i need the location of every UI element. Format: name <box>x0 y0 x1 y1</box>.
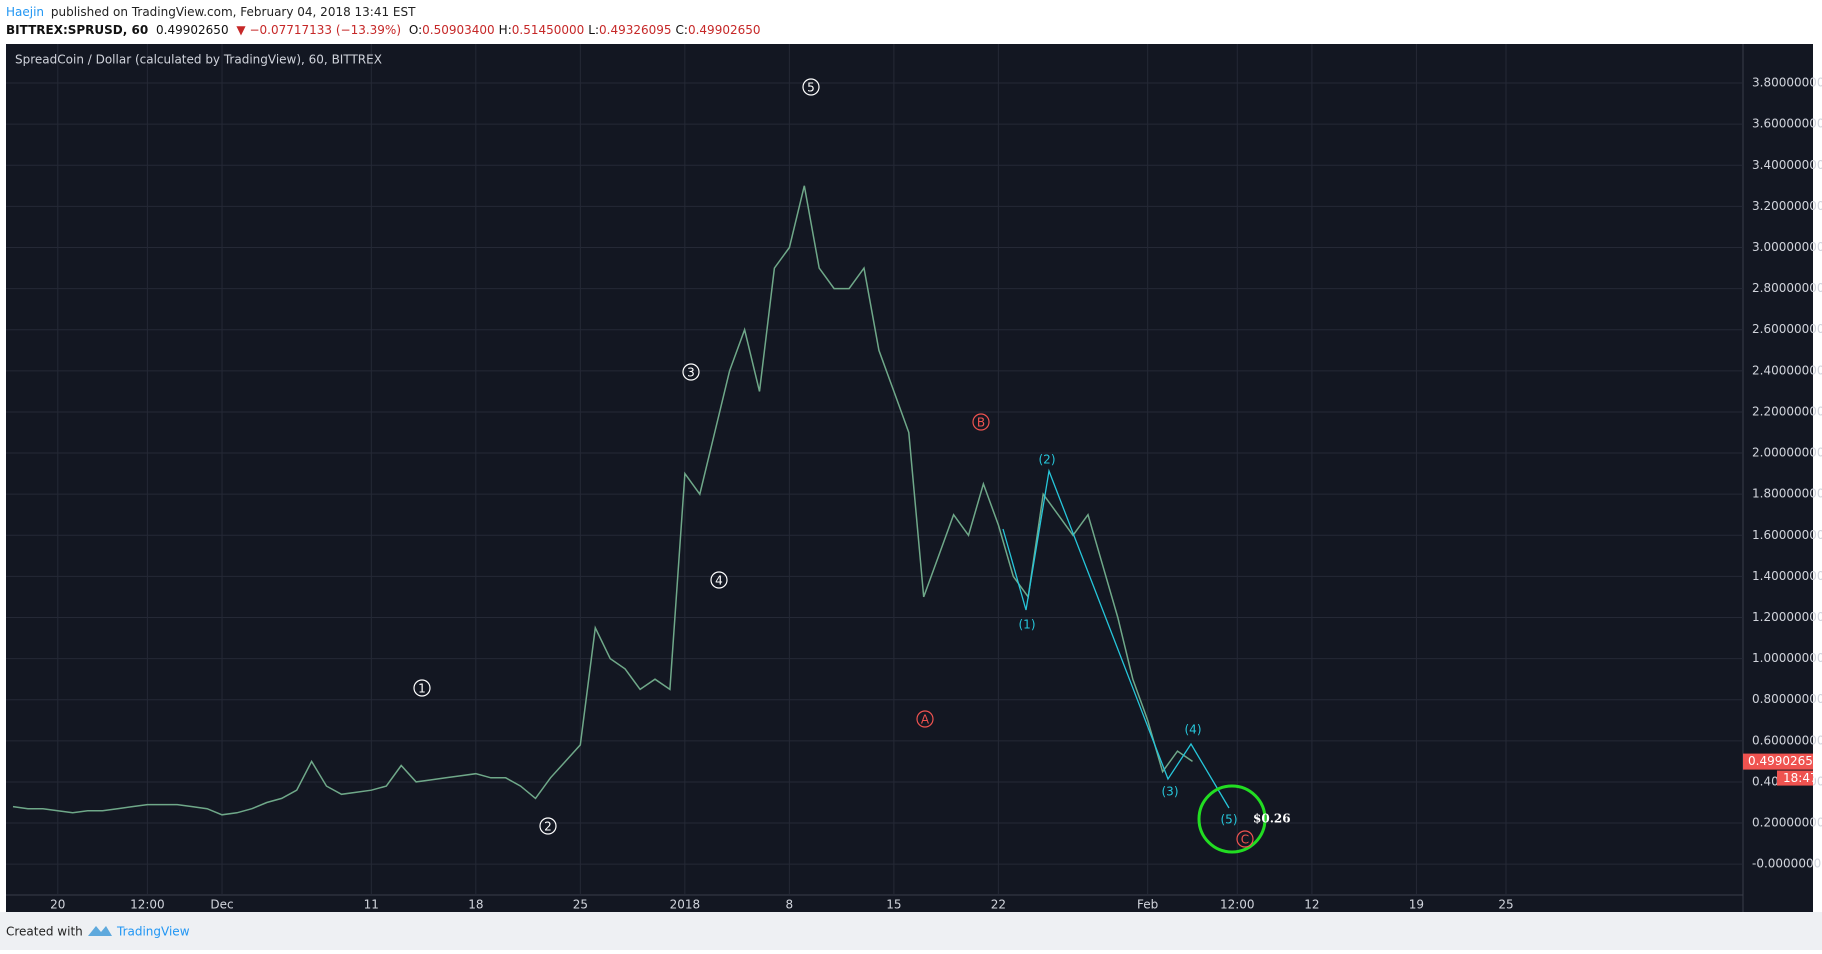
y-tick-label: 1.60000000 <box>1752 528 1822 542</box>
y-tick-label: 3.00000000 <box>1752 240 1822 254</box>
x-tick-label: 15 <box>886 898 901 912</box>
x-tick-label: 25 <box>573 898 588 912</box>
corrective-label: C <box>1241 833 1249 847</box>
wave-circle <box>802 78 820 96</box>
price-tag <box>1743 753 1813 770</box>
ohlc-value: 0.50903400 <box>422 23 495 37</box>
x-tick-label: 12:00 <box>130 898 165 912</box>
y-tick-label: 0.80000000 <box>1752 692 1822 706</box>
ohlc-label: C: <box>676 23 688 37</box>
y-tick-label: 0.60000000 <box>1752 733 1822 747</box>
corrective-label: A <box>921 713 930 727</box>
corrective-circle <box>916 710 934 728</box>
y-tick-label: 3.80000000 <box>1752 76 1822 90</box>
wave-circle <box>682 363 700 381</box>
x-tick-label: Dec <box>210 898 233 912</box>
y-tick-label: 3.20000000 <box>1752 199 1822 213</box>
x-tick-label: 19 <box>1409 898 1424 912</box>
x-tick-label: 2018 <box>670 898 701 912</box>
subwave-label: (1) <box>1019 618 1036 632</box>
corrective-circle <box>972 413 990 431</box>
wave-drawing <box>1002 468 1230 809</box>
wave-label: 2 <box>544 820 552 834</box>
countdown-box <box>1777 770 1813 786</box>
wave-circle <box>539 817 557 835</box>
wave-label: 1 <box>418 682 426 696</box>
x-tick-label: 12 <box>1304 898 1319 912</box>
symbol: BITTREX:SPRUSD, 60 <box>6 23 148 37</box>
x-tick-label: Feb <box>1137 898 1158 912</box>
ohlc-value: 0.49902650 <box>688 23 761 37</box>
y-tick-label: -0.0000000 <box>1752 857 1821 871</box>
target-circle <box>1197 784 1267 854</box>
subwave-label: (2) <box>1039 453 1056 467</box>
corrective-label: B <box>977 416 985 430</box>
header-line-2: BITTREX:SPRUSD, 60 0.49902650 ▼ −0.07717… <box>6 23 761 37</box>
published-text: published on TradingView.com, February 0… <box>51 5 416 19</box>
x-tick-label: 22 <box>991 898 1006 912</box>
wave-label: 4 <box>715 574 723 588</box>
plot: -0.00000000.200000000.400000000.60000000… <box>6 44 1822 912</box>
wave-circle <box>710 571 728 589</box>
ohlc-label: H: <box>499 23 512 37</box>
ohlc-label: L: <box>588 23 599 37</box>
brand-logo <box>88 926 112 936</box>
ohlc-value: 0.49326095 <box>599 23 672 37</box>
y-tick-label: 2.40000000 <box>1752 363 1822 377</box>
x-tick-label: 8 <box>786 898 794 912</box>
subwave-label: (5) <box>1221 813 1238 827</box>
ohlc-label: O: <box>409 23 422 37</box>
x-tick-label: 12:00 <box>1220 898 1255 912</box>
wave-label: 5 <box>807 81 815 95</box>
x-tick-label: 20 <box>50 898 65 912</box>
wave-circle <box>413 679 431 697</box>
y-tick-label: 1.80000000 <box>1752 487 1822 501</box>
price-tag-label: 0.49902650 <box>1748 754 1821 768</box>
header-line-1: Haejin published on TradingView.com, Feb… <box>6 5 416 19</box>
price-line <box>12 185 1193 816</box>
x-tick-label: 18 <box>468 898 483 912</box>
subwave-label: (3) <box>1162 785 1179 799</box>
chart-title: SpreadCoin / Dollar (calculated by Tradi… <box>15 53 382 67</box>
y-tick-label: 1.00000000 <box>1752 651 1822 665</box>
y-tick-label: 0.20000000 <box>1752 816 1822 830</box>
y-tick-label: 2.80000000 <box>1752 281 1822 295</box>
y-tick-label: 3.40000000 <box>1752 158 1822 172</box>
countdown-label: 18:47 <box>1783 771 1818 785</box>
y-tick-label: 2.60000000 <box>1752 322 1822 336</box>
x-tick-label: 25 <box>1498 898 1513 912</box>
target-label: $0.26 <box>1253 812 1291 826</box>
chart-panel <box>6 44 1813 912</box>
y-tick-label: 1.20000000 <box>1752 610 1822 624</box>
change: ▼ −0.07717133 (−13.39%) <box>236 23 401 37</box>
corrective-circle <box>1236 830 1254 848</box>
x-tick-label: 11 <box>364 898 379 912</box>
y-tick-label: 2.20000000 <box>1752 404 1822 418</box>
y-tick-label: 2.00000000 <box>1752 446 1822 460</box>
footer-created: Created with <box>6 925 83 939</box>
ohlc-value: 0.51450000 <box>512 23 585 37</box>
wave-label: 3 <box>687 366 695 380</box>
footer-brand[interactable]: TradingView <box>116 925 190 939</box>
subwave-label: (4) <box>1185 723 1202 737</box>
footer-bar <box>0 912 1822 950</box>
y-tick-label: 3.60000000 <box>1752 117 1822 131</box>
price: 0.49902650 <box>156 23 229 37</box>
y-tick-label: 1.40000000 <box>1752 569 1822 583</box>
author-link[interactable]: Haejin <box>6 5 44 19</box>
